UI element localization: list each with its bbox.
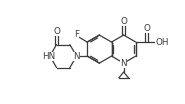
Text: OH: OH (155, 38, 169, 47)
Text: O: O (53, 27, 60, 36)
Text: HN: HN (42, 52, 56, 61)
Text: O: O (120, 17, 127, 26)
Text: F: F (74, 30, 79, 39)
Text: N: N (73, 52, 80, 61)
Text: O: O (143, 24, 150, 33)
Text: N: N (120, 59, 127, 68)
